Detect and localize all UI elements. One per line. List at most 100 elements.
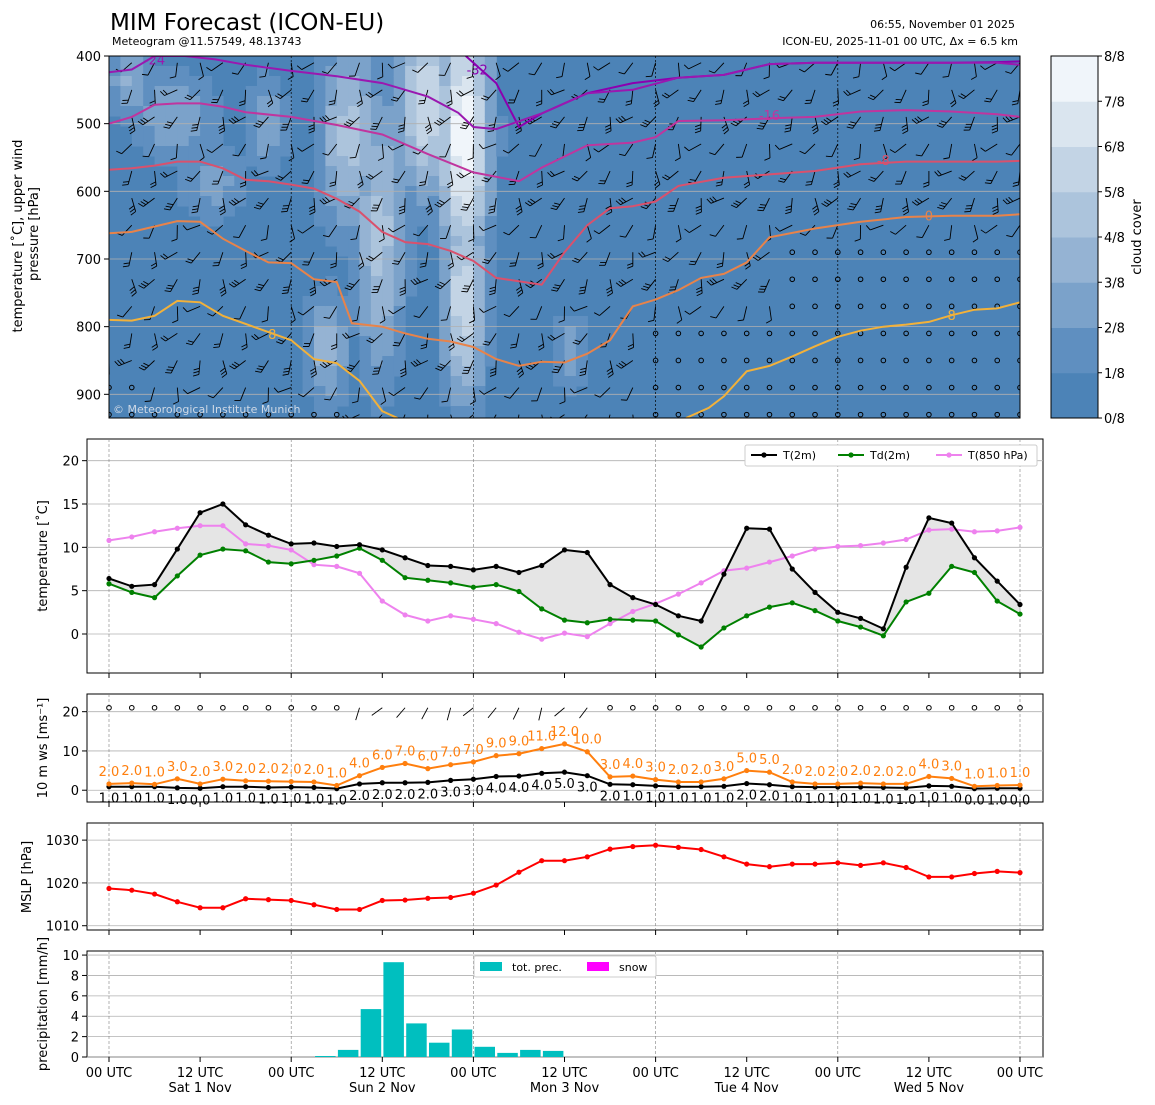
cloud-cell	[473, 266, 486, 277]
wind-barb	[324, 278, 337, 287]
wind-barb-feather	[310, 292, 316, 297]
cloud-cell	[439, 356, 452, 367]
wind-barb-feather	[970, 76, 977, 80]
wind-barb	[217, 170, 224, 185]
td2m-point	[766, 604, 773, 610]
wind-barb-feather	[488, 211, 495, 214]
wind-barb	[302, 224, 315, 234]
td2m-point	[493, 582, 499, 588]
calm-marker	[835, 411, 841, 418]
mean-label: 1.0	[691, 792, 712, 807]
wind-barb-feather	[647, 238, 654, 241]
wind-barb-feather	[446, 181, 453, 186]
wind-barb-feather	[348, 282, 355, 286]
wind-barb-feather	[351, 401, 358, 404]
wind-barb	[873, 89, 884, 101]
cloud-cell	[462, 206, 474, 217]
wind-barb-feather	[483, 426, 489, 427]
wind-barb-feather	[674, 157, 681, 162]
calm-marker	[652, 330, 659, 337]
wind-barb-feather	[511, 428, 517, 429]
td2m-point	[971, 569, 978, 576]
cloud-cell	[382, 256, 395, 267]
calm-marker	[835, 249, 841, 256]
wind-barb-feather	[330, 346, 337, 350]
cloud-cell	[336, 336, 349, 347]
wind-barb-feather	[938, 122, 945, 126]
wind-barb-feather	[439, 199, 445, 204]
cloud-cell	[439, 366, 452, 377]
cloud-cell	[348, 166, 361, 177]
wind-barb-feather	[447, 262, 454, 267]
calm-marker	[835, 357, 841, 364]
cloud-cell	[131, 126, 144, 137]
wind-barb	[495, 62, 501, 77]
wind-barb-feather	[308, 124, 315, 128]
cloud-cell	[131, 136, 144, 147]
cloud-cell	[359, 226, 372, 237]
td2m-point	[197, 552, 203, 558]
mslp-point	[243, 896, 249, 902]
wind-gust-point	[220, 776, 226, 782]
calm-marker	[903, 249, 909, 256]
day-label: Sat 1 Nov	[168, 1081, 232, 1096]
cloud-cell	[348, 276, 361, 287]
cloud-cell	[336, 66, 349, 77]
calm-marker	[789, 384, 796, 391]
wind-gust-point	[880, 781, 886, 787]
cloud-cell	[393, 86, 406, 97]
wind-barb	[421, 707, 429, 720]
cloud-cell	[427, 126, 440, 137]
wind-gust-point	[584, 749, 590, 755]
wind-barb-feather	[569, 306, 575, 312]
wind-barb-feather	[439, 363, 446, 367]
wind-barb	[921, 143, 930, 157]
cloud-cell	[348, 296, 361, 307]
cloud-cell	[450, 266, 463, 277]
mslp-point	[425, 895, 431, 901]
wind-barb	[375, 116, 383, 130]
wind-barb-feather	[102, 212, 108, 214]
wind-barb-feather	[489, 205, 496, 208]
wind-barb-feather	[309, 211, 316, 215]
cloud-cell	[473, 96, 486, 107]
wind-barb-feather	[552, 205, 559, 208]
wind-barb	[609, 279, 613, 294]
wind-barb	[673, 279, 679, 293]
calm-marker	[880, 303, 887, 310]
wind-barb-feather	[297, 311, 304, 316]
mslp-point	[288, 897, 294, 904]
wind-barb-feather	[102, 209, 108, 211]
wind-barb	[255, 170, 269, 177]
wind-barb-feather	[116, 150, 122, 155]
calm-marker	[948, 384, 955, 391]
wind-barb-feather	[387, 227, 394, 233]
mslp-point	[539, 858, 545, 864]
wind-barb-feather	[644, 119, 651, 123]
colorbar-segment	[1051, 56, 1098, 102]
wind-barb-feather	[618, 198, 624, 204]
wind-barb-feather	[283, 370, 290, 373]
t2m-point	[721, 571, 727, 577]
wind-barb-feather	[706, 280, 712, 286]
wind-barb-feather	[625, 103, 632, 106]
time-tick-label: 12 UTC	[906, 1066, 952, 1081]
wind-barb-feather	[502, 149, 509, 154]
wind-barb-feather	[102, 125, 108, 126]
mean-label: 5.0	[554, 777, 575, 792]
wind-barb	[142, 116, 155, 126]
wind-barb	[655, 89, 660, 104]
mean-label: 1.0	[827, 792, 848, 807]
wind-barb-feather	[509, 265, 516, 267]
wind-barb-feather	[234, 361, 240, 366]
wind-barb-feather	[357, 181, 363, 186]
wind-barb-feather	[219, 211, 226, 216]
wind-barb	[1011, 224, 1020, 238]
wind-barb-feather	[274, 95, 281, 100]
wind-barb-feather	[495, 75, 501, 81]
wind-mean-point	[220, 784, 226, 790]
wind-barb	[371, 251, 383, 262]
wind-barb-feather	[356, 100, 363, 105]
wind-barb	[285, 116, 292, 131]
wind-barb-feather	[418, 102, 425, 105]
